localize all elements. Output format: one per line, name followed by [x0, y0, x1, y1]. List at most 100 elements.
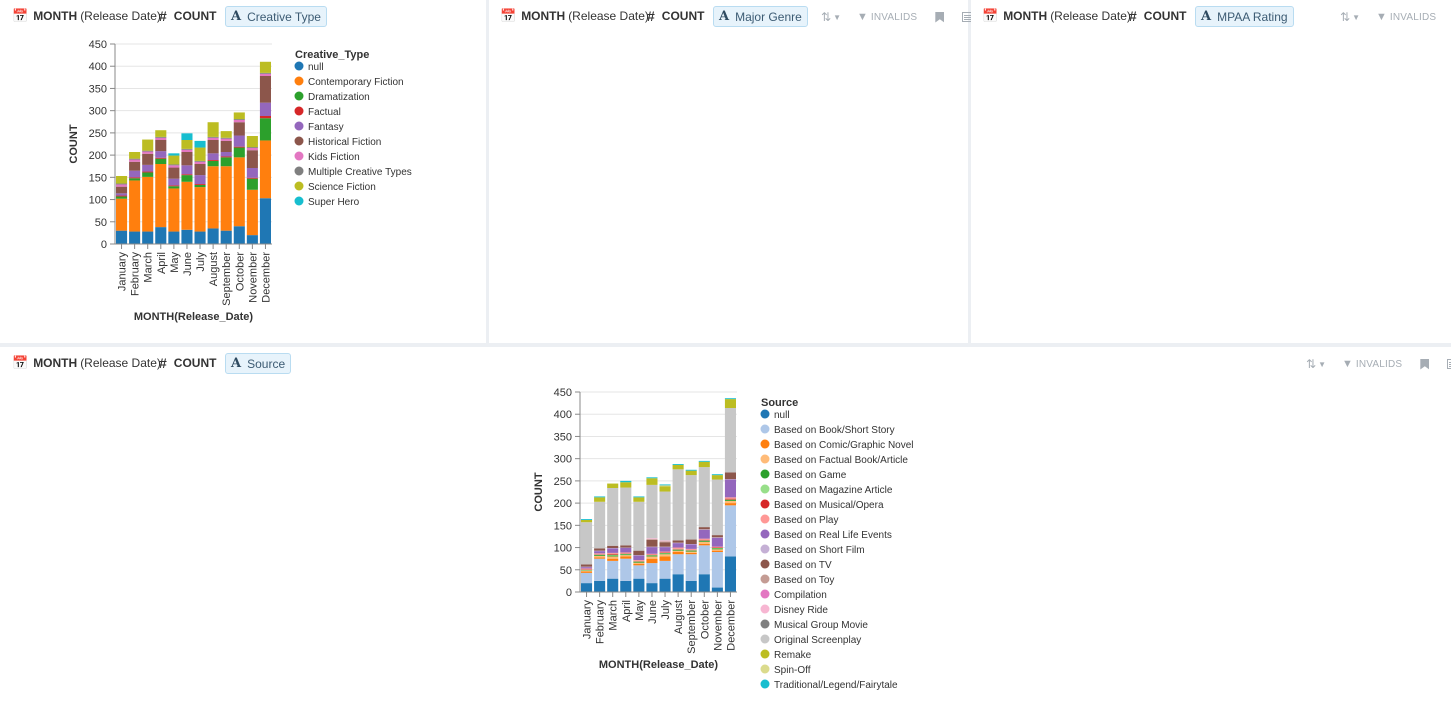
filter-icon[interactable]: ▼: [1341, 358, 1353, 370]
y-tick-label: 450: [554, 387, 572, 399]
color-field-pill[interactable]: A Source: [225, 353, 292, 374]
bar-segment: [581, 522, 593, 565]
invalids-toggle[interactable]: INVALIDS: [1389, 11, 1437, 23]
legend-label: Based on Game: [774, 470, 847, 481]
bar-segment: [220, 230, 232, 244]
view-toolbar: ⇅ ▼ ▼ INVALIDS: [1306, 357, 1451, 371]
bar-segment: [181, 175, 193, 182]
color-field-label: Creative Type: [247, 9, 321, 24]
bar-segment: [207, 140, 219, 154]
bar-segment: [233, 157, 245, 227]
bar-segment: [220, 152, 232, 157]
sort-icon[interactable]: ⇅: [1306, 357, 1317, 371]
bar-segment: [142, 171, 154, 173]
bar-segment: [633, 555, 645, 560]
bar-segment: [698, 460, 710, 462]
y-shelf[interactable]: # COUNT: [647, 8, 704, 24]
bar-segment: [633, 561, 645, 563]
hash-icon: #: [1129, 8, 1137, 24]
bar-segment: [168, 186, 180, 189]
list-icon[interactable]: [1447, 359, 1451, 369]
color-field-label: Major Genre: [735, 9, 802, 24]
color-field-pill[interactable]: A MPAA Rating: [1195, 6, 1294, 27]
bar-segment: [607, 556, 619, 559]
bar-segment: [607, 578, 619, 592]
bar-segment: [711, 475, 723, 480]
filter-icon[interactable]: ▼: [856, 11, 868, 23]
bar-segment: [711, 537, 723, 547]
x-tick-label: June: [182, 252, 194, 276]
chevron-down-icon[interactable]: ▼: [1318, 359, 1326, 369]
bar-segment: [168, 164, 180, 166]
chevron-down-icon[interactable]: ▼: [833, 12, 841, 22]
bar-segment: [207, 166, 219, 229]
legend-label: Based on TV: [774, 560, 832, 571]
y-shelf[interactable]: # COUNT: [1129, 8, 1186, 24]
x-shelf[interactable]: 📅 MONTH (Release Date): [12, 8, 161, 24]
bar-segment: [711, 479, 723, 536]
x-shelf[interactable]: 📅 MONTH (Release Date): [500, 8, 649, 24]
legend-swatch: [294, 181, 304, 191]
x-shelf[interactable]: 📅 MONTH (Release Date): [12, 355, 161, 371]
bar-segment: [220, 166, 232, 231]
bar-segment: [724, 479, 736, 498]
y-tick-label: 400: [89, 61, 107, 73]
bar-segment: [116, 230, 128, 244]
bar-segment: [646, 540, 658, 547]
bar-segment: [259, 72, 271, 74]
bar-segment: [168, 188, 180, 232]
bar-segment: [620, 480, 632, 483]
bar-segment: [594, 553, 606, 555]
bar-segment: [168, 153, 180, 156]
bookmark-icon[interactable]: [1420, 358, 1430, 370]
bar-segment: [220, 137, 232, 139]
bar-segment: [659, 540, 671, 542]
bar-segment: [659, 560, 671, 579]
invalids-toggle[interactable]: INVALIDS: [1355, 358, 1403, 370]
bar-segment: [581, 519, 593, 520]
bar-segment: [194, 160, 206, 162]
invalids-toggle[interactable]: INVALIDS: [870, 11, 918, 23]
hash-icon: #: [159, 355, 167, 371]
bar-segment: [181, 165, 193, 175]
bar-segment: [259, 76, 271, 103]
color-field-pill[interactable]: A Creative Type: [225, 6, 327, 27]
bar-segment: [246, 178, 258, 190]
bar-segment: [129, 161, 141, 171]
y-shelf[interactable]: # COUNT: [159, 8, 216, 24]
legend-swatch: [294, 136, 304, 146]
x-field-label: MONTH: [1003, 9, 1048, 23]
bar-segment: [672, 552, 684, 555]
x-tick-label: January: [117, 252, 129, 292]
y-tick-label: 50: [560, 565, 572, 577]
chart-panel-major-genre: 📅 MONTH (Release Date) # COUNT A Major G…: [489, 0, 975, 343]
x-field-label: MONTH: [33, 9, 78, 23]
legend-swatch: [760, 589, 770, 599]
legend-swatch: [294, 121, 304, 131]
color-field-pill[interactable]: A Major Genre: [713, 6, 808, 27]
filter-icon[interactable]: ▼: [1375, 11, 1387, 23]
x-shelf[interactable]: 📅 MONTH (Release Date): [982, 8, 1131, 24]
bar-segment: [659, 553, 671, 555]
bar-segment: [116, 176, 128, 184]
bookmark-icon[interactable]: [935, 11, 945, 23]
y-shelf[interactable]: # COUNT: [159, 355, 216, 371]
bar-segment: [246, 148, 258, 151]
sort-icon[interactable]: ⇅: [1340, 10, 1351, 24]
y-tick-label: 350: [89, 83, 107, 95]
bar-segment: [672, 554, 684, 575]
bar-segment: [116, 183, 128, 185]
legend-label: Disney Ride: [774, 605, 828, 616]
x-field-qualifier: (Release Date): [568, 9, 649, 23]
x-tick-label: September: [221, 252, 233, 306]
bar-segment: [633, 565, 645, 579]
bar-segment: [155, 151, 167, 158]
bar-segment: [633, 497, 645, 502]
bar-segment: [155, 227, 167, 244]
bar-segment: [233, 147, 245, 158]
bar-segment: [607, 488, 619, 546]
sort-icon[interactable]: ⇅: [821, 10, 832, 24]
bar-segment: [685, 550, 697, 552]
x-field-label: MONTH: [33, 356, 78, 370]
chevron-down-icon[interactable]: ▼: [1352, 12, 1360, 22]
